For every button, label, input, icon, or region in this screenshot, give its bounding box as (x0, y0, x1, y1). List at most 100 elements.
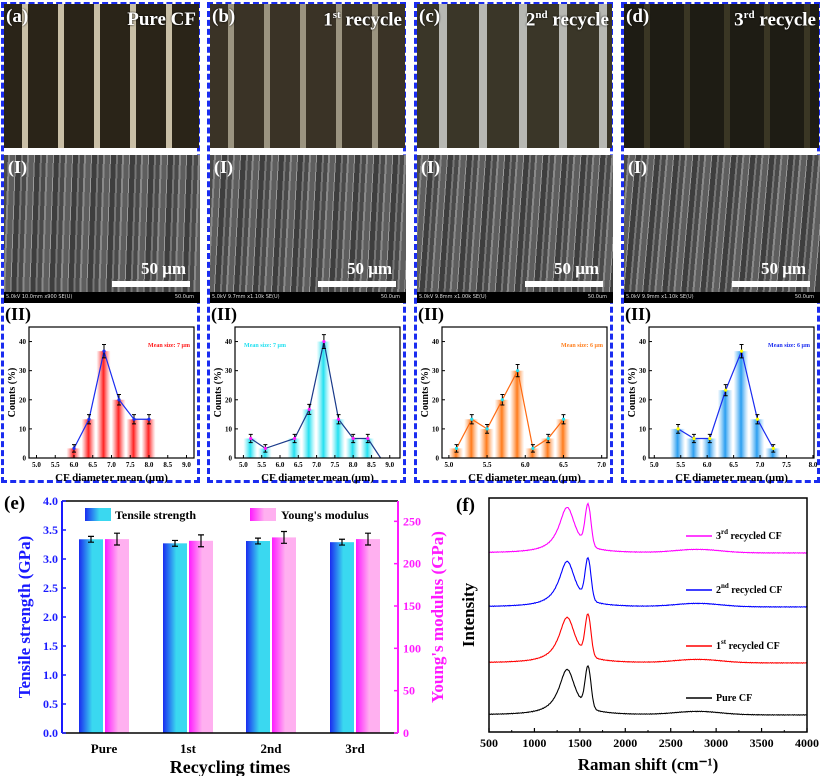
panel-label-f: (f) (456, 495, 475, 516)
sem-info-bar: 5.0kV 9.9mm x1.10k SE(U) 50.0um (624, 292, 820, 303)
data-point (117, 398, 121, 402)
data-point (516, 369, 520, 373)
fabric-photo: (d) 3rd recycle (624, 4, 819, 148)
data-point (485, 427, 489, 431)
data-point (132, 417, 136, 421)
x-axis-label: Raman shift (cm⁻¹) (578, 755, 719, 774)
y-tick-label: 30 (639, 367, 647, 375)
fiber-texture (4, 155, 200, 292)
x-tick-label: 3500 (750, 736, 774, 750)
y-axis-label: Counts (%) (420, 368, 431, 418)
x-axis-label: Recycling times (170, 757, 290, 776)
legend-sup: st (721, 638, 727, 646)
sem-label: (I) (214, 157, 233, 177)
data-point (692, 436, 696, 441)
data-point (500, 398, 504, 402)
y-right-tick-label: 50 (403, 684, 415, 698)
y-tick-label: 40 (19, 338, 27, 346)
y-axis-label: Counts (%) (627, 368, 638, 418)
y-tick-label: 20 (432, 396, 440, 404)
legend-swatch-modulus (250, 508, 276, 521)
raman-spectrum-line (488, 613, 808, 664)
y-tick-label: 4.0 (43, 494, 58, 508)
x-tick-label: 1500 (568, 736, 592, 750)
x-tick-label: 6.5 (729, 461, 738, 469)
y-tick-label: 1.0 (43, 668, 58, 682)
histogram-bar (525, 448, 540, 458)
histogram-chart: 0 10 20 30 40 5.0 5.5 6.0 6.5 7.0 7.5 8.0 8.5 9.0 CF d… (213, 326, 401, 484)
y-axis-label: Intensity (459, 582, 478, 647)
x-tick-label: 5.0 (445, 461, 454, 469)
panel-title: Pure CF (127, 9, 196, 31)
y-tick-label: 20 (19, 396, 27, 404)
y-axis-label: Tensile strength (GPa) (15, 536, 34, 698)
x-tick-label: 8.0 (349, 461, 358, 469)
histogram-bar (126, 419, 141, 458)
sem-scale-info: 50.0um (380, 294, 400, 300)
tensile-bar (246, 541, 270, 733)
woven-fabric-image (417, 4, 612, 148)
histogram-bar (316, 341, 331, 458)
histogram-bar (243, 438, 258, 458)
sem-info-bar: 5.0kV 9.7mm x1.10k SE(U) 50.0um (210, 292, 406, 303)
x-tick-label: 9.0 (182, 461, 191, 469)
error-bar (365, 532, 371, 546)
hist-label: (II) (625, 304, 651, 324)
x-tick-label: 6.0 (703, 461, 712, 469)
title-sup: nd (535, 9, 548, 21)
legend-tensile: Tensile strength (115, 508, 196, 522)
y-tick-label: 20 (225, 396, 233, 404)
x-axis-label: CF diameter mean (μm) (675, 472, 788, 484)
mechanical-bar-chart: Pure 1st 2nd 3rd 0.0 0.5 1.0 1.5 2.0 2.5 3.0 3.5 4.0… (4, 493, 447, 776)
sem-info: 5.0kV 9.7mm x1.10k SE(U) (212, 294, 280, 300)
modulus-bar (272, 537, 296, 733)
y-tick-label: 0 (23, 455, 27, 463)
hist-label: (II) (211, 304, 237, 324)
tensile-bar (79, 539, 103, 733)
mean-size-annotation: Mean size: 6 μm (768, 343, 810, 349)
data-point (546, 436, 550, 441)
y-right-tick-label: 0 (403, 726, 409, 740)
plot-frame (441, 326, 608, 459)
data-point (249, 436, 253, 441)
y-tick-label: 40 (639, 338, 647, 346)
panel-title: 2nd recycle (526, 9, 609, 31)
error-bar (88, 535, 94, 543)
y-tick-label: 40 (225, 338, 233, 346)
hist-label: (II) (418, 304, 444, 324)
distribution-line (73, 348, 149, 449)
data-point (708, 436, 712, 441)
y-tick-label: 30 (225, 367, 233, 375)
error-bar (281, 530, 287, 544)
x-tick-label: 8.5 (367, 461, 376, 469)
histogram-bar (749, 419, 765, 458)
tensile-bar (330, 542, 354, 733)
y-tick-label: 10 (225, 425, 233, 433)
legend-num: 3 (716, 531, 721, 542)
data-point (531, 446, 535, 450)
sem-scale-info: 50.0um (587, 294, 607, 300)
y-tick-label: 20 (639, 396, 647, 404)
histogram-bar (540, 438, 555, 458)
panel-label-e: (e) (4, 493, 25, 514)
scale-bar (112, 281, 190, 287)
data-point (351, 436, 355, 441)
modulus-bar (189, 540, 213, 733)
data-point (147, 417, 151, 421)
title-text: recycle (547, 9, 609, 31)
data-point (102, 349, 106, 353)
x-tick-label: 7.0 (597, 461, 606, 469)
legend-num: 2 (716, 585, 721, 596)
x-tick-label: 7.0 (756, 461, 765, 469)
y-tick-label: 1.5 (43, 639, 58, 653)
panel-letter: (a) (6, 6, 29, 27)
histogram-bar (448, 448, 464, 458)
title-sup: st (332, 9, 341, 21)
x-tick-label: 2000 (613, 736, 637, 750)
data-point (561, 417, 566, 421)
sem-label: (I) (8, 157, 27, 177)
error-bar (172, 539, 178, 547)
data-point (755, 417, 760, 421)
histogram-bar (765, 448, 781, 458)
